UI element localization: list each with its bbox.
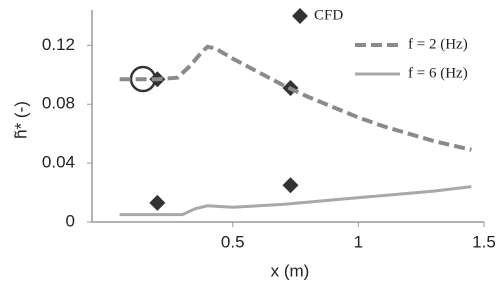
y-tick-label: 0.04 <box>42 153 75 172</box>
x-tick-label: 0.5 <box>221 232 245 251</box>
y-axis-label: h̃* (-) <box>11 101 30 139</box>
series-line <box>119 185 472 217</box>
legend-label: f = 6 (Hz) <box>408 65 468 81</box>
y-tick-label: 0.12 <box>42 35 75 54</box>
legend-label: f = 2 (Hz) <box>408 36 468 52</box>
series-line <box>119 44 472 152</box>
y-tick-label: 0 <box>66 211 75 230</box>
x-tick-label: 1.5 <box>472 232 496 251</box>
cfd-point <box>149 194 166 211</box>
legend-marker <box>292 8 308 24</box>
x-axis-label: x (m) <box>271 261 310 280</box>
y-tick-label: 0.08 <box>42 94 75 113</box>
cfd-point <box>282 177 299 194</box>
legend-label: CFD <box>314 7 343 23</box>
x-tick-label: 1 <box>354 232 363 251</box>
